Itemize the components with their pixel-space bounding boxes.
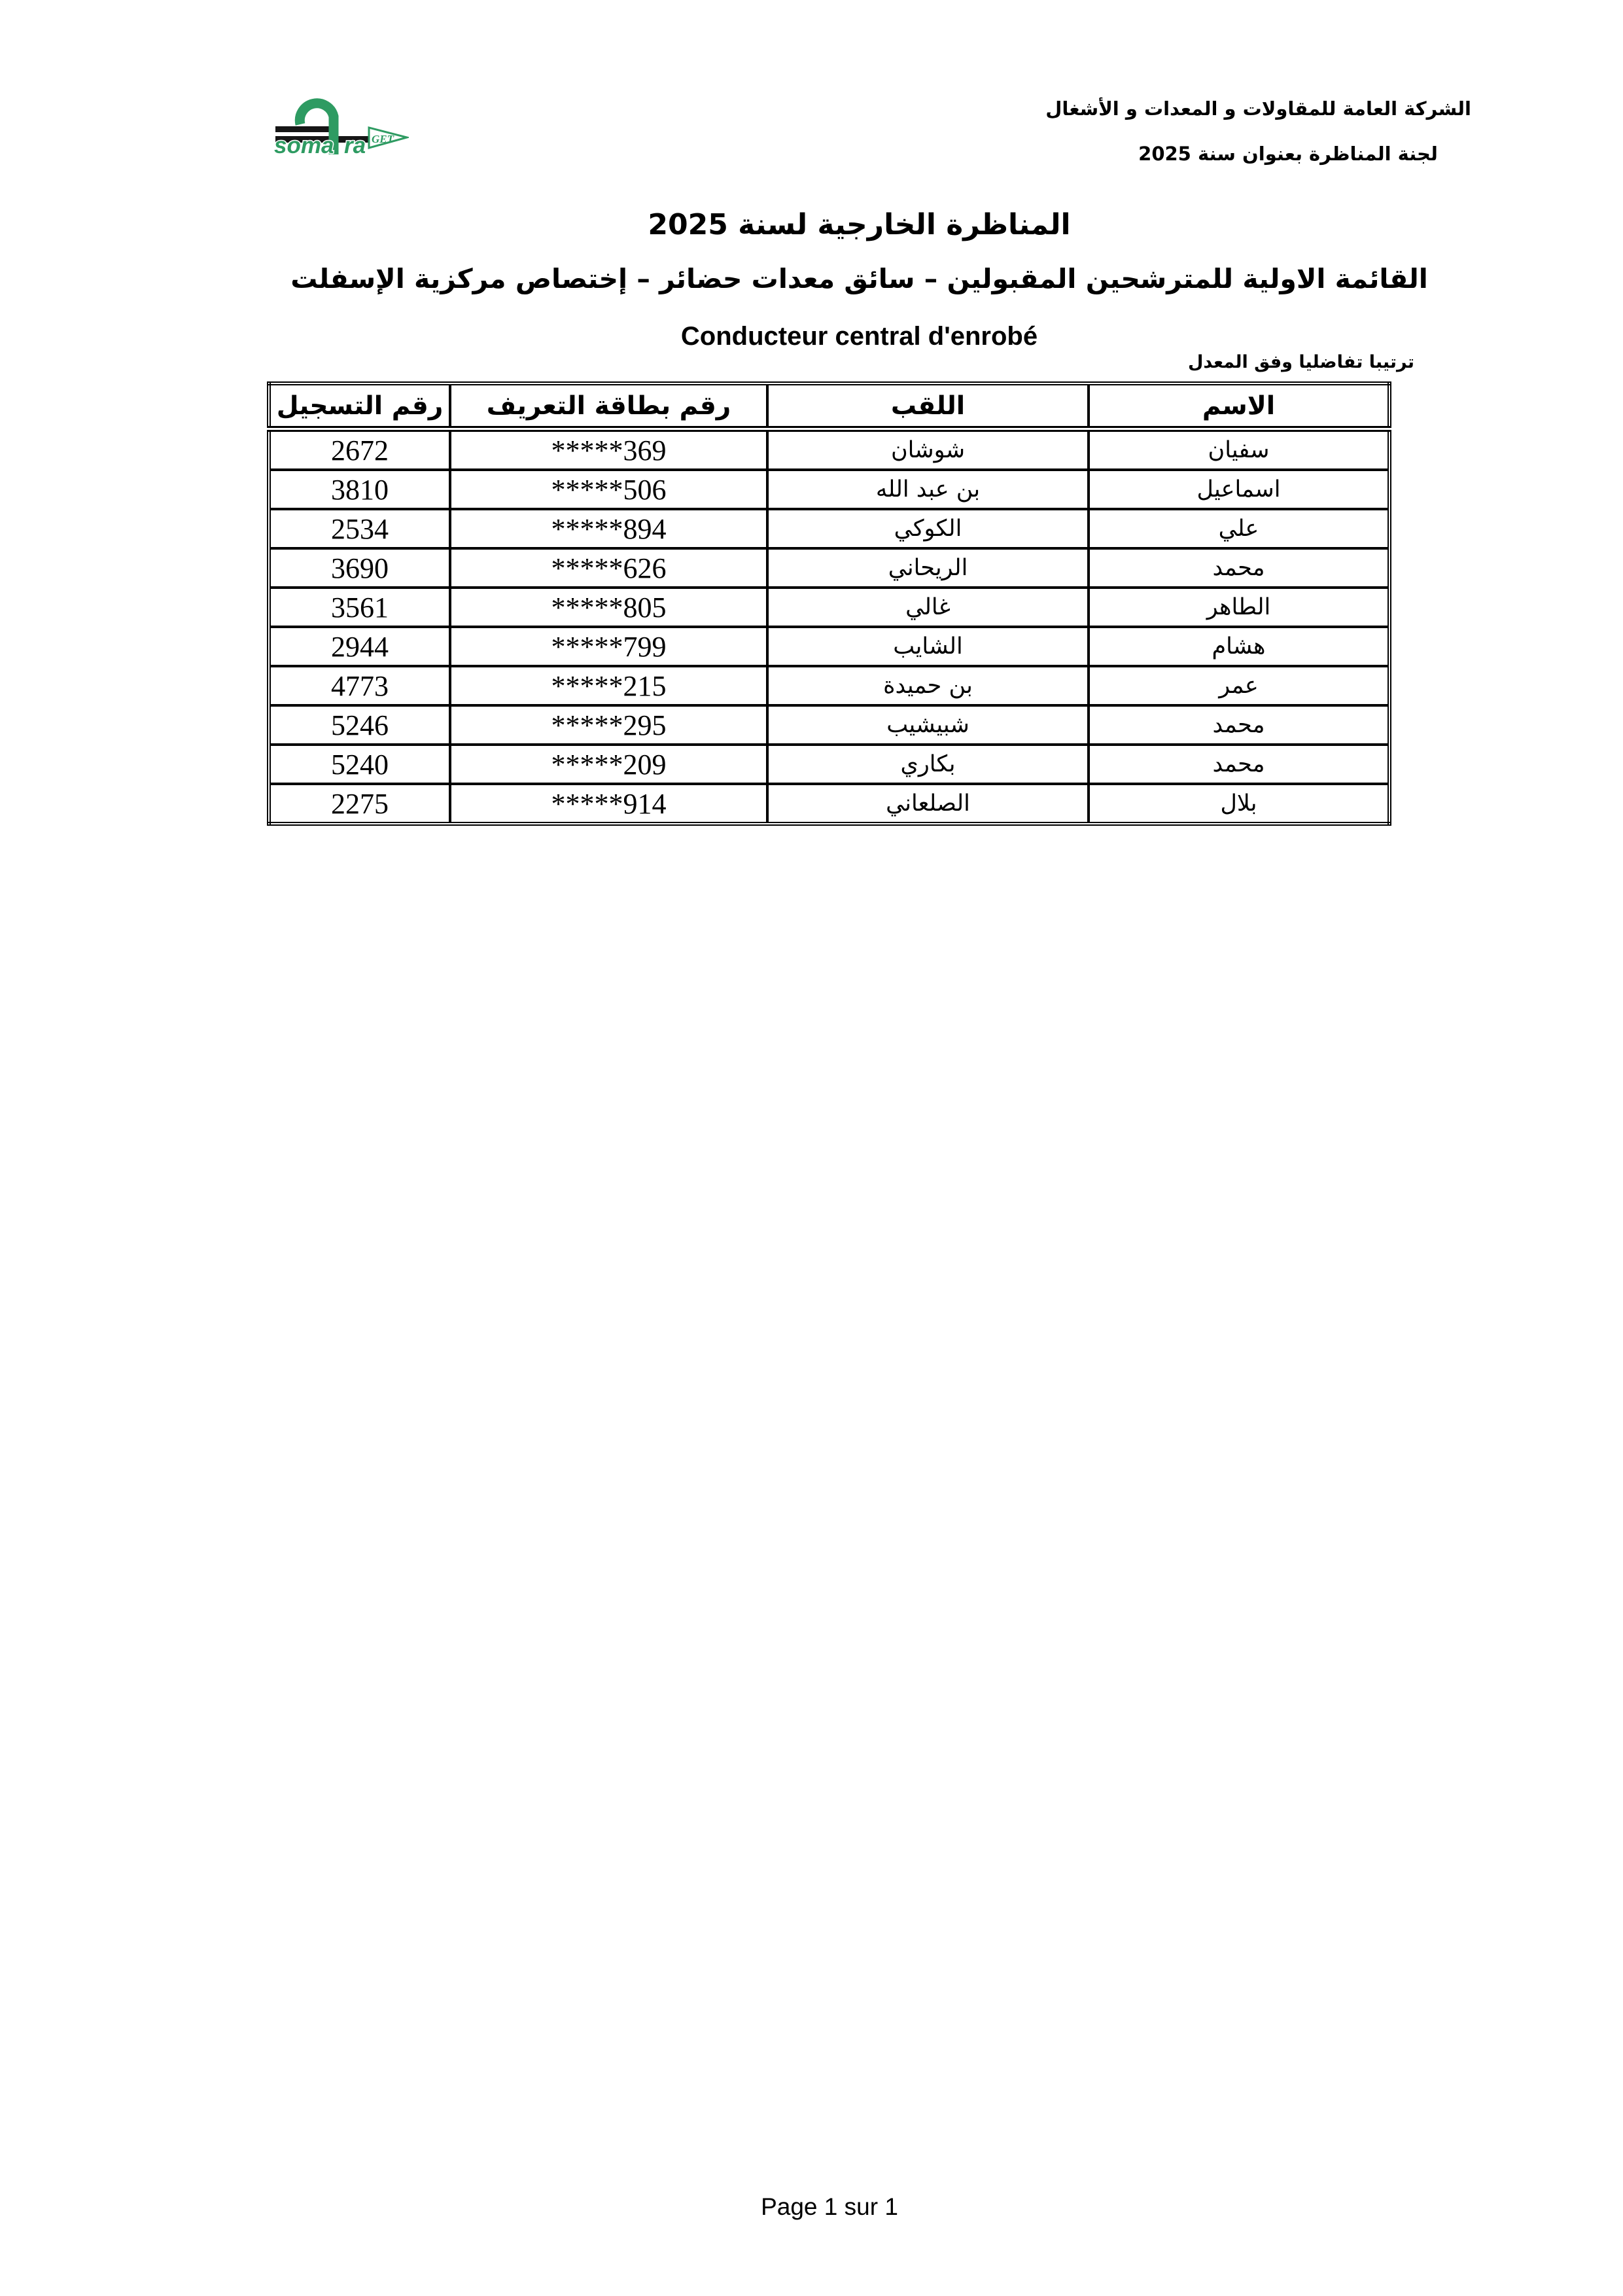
company-header-block: الشركة العامة للمقاولات و المعدات و الأش… (1045, 86, 1471, 177)
cell-surname: شوشان (766, 427, 1090, 471)
cell-surname: شبيشيب (766, 704, 1090, 746)
cell-registration: 3561 (268, 586, 451, 628)
table-row: عمر بن حميدة *****215 4773 (268, 665, 1391, 707)
cell-surname: بكاري (766, 743, 1090, 785)
col-header-registration: رقم التسجيل (268, 382, 451, 432)
cell-surname: بن عبد الله (766, 468, 1090, 510)
table-row: سفيان شوشان *****369 2672 (268, 427, 1391, 471)
table-row: محمد شبيشيب *****295 5246 (268, 704, 1391, 746)
table-row: اسماعيل بن عبد الله *****506 3810 (268, 468, 1391, 510)
cell-id-card: *****215 (449, 665, 769, 707)
cell-name: محمد (1087, 704, 1391, 746)
table-row: محمد بكاري *****209 5240 (268, 743, 1391, 785)
cell-name: اسماعيل (1087, 468, 1391, 510)
cell-surname: بن حميدة (766, 665, 1090, 707)
cell-surname: الصلعاني (766, 783, 1090, 825)
somatra-logo: soma ra GET (270, 96, 411, 160)
logo-arrow (368, 126, 411, 149)
col-header-surname: اللقب (766, 382, 1090, 432)
cell-id-card: *****805 (449, 586, 769, 628)
logo-bar-bottom (275, 136, 368, 143)
company-name: الشركة العامة للمقاولات و المعدات و الأش… (1045, 97, 1471, 120)
cell-registration: 2672 (268, 427, 451, 471)
logo-text-ra: ra (344, 133, 366, 158)
cell-name: محمد (1087, 547, 1391, 589)
logo-text-get: GET (372, 133, 394, 145)
cell-name: بلال (1087, 783, 1391, 825)
cell-registration: 3810 (268, 468, 451, 510)
sort-note: ترتيبا تفاضليا وفق المعدل (1188, 352, 1414, 372)
table-row: هشام الشايب *****799 2944 (268, 626, 1391, 667)
cell-name: محمد (1087, 743, 1391, 785)
cell-registration: 2275 (268, 783, 451, 825)
cell-registration: 2534 (268, 508, 451, 550)
cell-id-card: *****295 (449, 704, 769, 746)
logo-text-soma: soma (274, 133, 334, 158)
cell-name: سفيان (1087, 427, 1391, 471)
cell-surname: الكوكي (766, 508, 1090, 550)
french-title: Conducteur central d'enrobé (680, 322, 1038, 351)
cell-surname: الشايب (766, 626, 1090, 667)
cell-id-card: *****626 (449, 547, 769, 589)
cell-surname: الريحاني (766, 547, 1090, 589)
cell-id-card: *****894 (449, 508, 769, 550)
candidates-table: الاسم اللقب رقم بطاقة التعريف رقم التسجي… (267, 381, 1391, 826)
main-title: المناظرة الخارجية لسنة 2025 (648, 208, 1071, 241)
col-header-name: الاسم (1087, 382, 1391, 432)
table-row: الطاهر غالي *****805 3561 (268, 586, 1391, 628)
cell-surname: غالي (766, 586, 1090, 628)
cell-name: علي (1087, 508, 1391, 550)
cell-id-card: *****799 (449, 626, 769, 667)
cell-registration: 5240 (268, 743, 451, 785)
cell-name: عمر (1087, 665, 1391, 707)
table-row: محمد الريحاني *****626 3690 (268, 547, 1391, 589)
table-row: بلال الصلعاني *****914 2275 (268, 783, 1391, 825)
cell-registration: 4773 (268, 665, 451, 707)
cell-name: الطاهر (1087, 586, 1391, 628)
subtitle: القائمة الاولية للمترشحين المقبولين – سا… (290, 263, 1428, 294)
committee-line: لجنة المناظرة بعنوان سنة 2025 (1138, 143, 1438, 165)
logo-loop (294, 98, 339, 154)
cell-registration: 2944 (268, 626, 451, 667)
cell-registration: 3690 (268, 547, 451, 589)
table-header-row: الاسم اللقب رقم بطاقة التعريف رقم التسجي… (268, 382, 1391, 432)
col-header-id-card: رقم بطاقة التعريف (449, 382, 769, 432)
cell-id-card: *****506 (449, 468, 769, 510)
page-number: Page 1 sur 1 (761, 2193, 898, 2220)
logo-bar-top (275, 126, 337, 132)
cell-name: هشام (1087, 626, 1391, 667)
table-row: علي الكوكي *****894 2534 (268, 508, 1391, 550)
somatra-logo-graphic: soma ra GET (273, 98, 411, 160)
cell-registration: 5246 (268, 704, 451, 746)
cell-id-card: *****914 (449, 783, 769, 825)
cell-id-card: *****369 (449, 427, 769, 471)
cell-id-card: *****209 (449, 743, 769, 785)
